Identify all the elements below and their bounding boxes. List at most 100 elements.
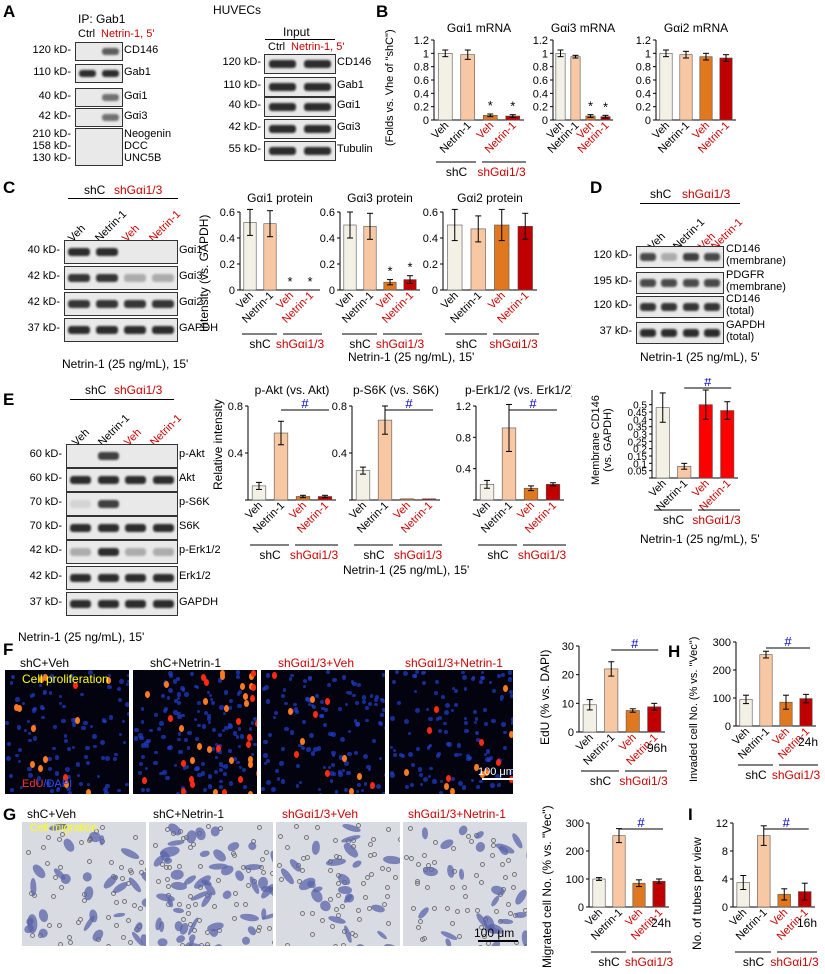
chart-title: Gαi3 mRNA xyxy=(551,21,615,35)
edu-nucleus xyxy=(43,755,49,763)
f-title-2: shC+Netrin-1 xyxy=(150,656,222,670)
dapi-nucleus xyxy=(341,769,345,773)
dapi-nucleus xyxy=(361,695,367,700)
dapi-nucleus xyxy=(113,757,117,761)
significance-mark: * xyxy=(488,98,493,113)
significance-mark: * xyxy=(510,99,515,114)
dapi-nucleus xyxy=(154,750,158,755)
dapi-nucleus xyxy=(509,694,513,698)
edu-nucleus xyxy=(203,679,209,687)
membrane-pore xyxy=(477,944,483,946)
dapi-nucleus xyxy=(366,764,371,770)
dapi-nucleus xyxy=(471,778,475,782)
g-title-1: shC+Veh xyxy=(27,807,77,821)
blot-label: 40 kD- xyxy=(27,244,60,256)
edu-nucleus xyxy=(478,739,484,747)
blot-band xyxy=(304,103,331,111)
dapi-nucleus xyxy=(154,713,159,718)
dapi-nucleus xyxy=(392,752,397,757)
dapi-nucleus xyxy=(488,755,493,761)
blot-band xyxy=(639,253,656,261)
dapi-nucleus xyxy=(476,737,480,742)
hash-mark: # xyxy=(301,396,309,411)
dapi-nucleus xyxy=(337,769,343,775)
dapi-nucleus xyxy=(407,732,411,736)
dapi-nucleus xyxy=(241,767,247,773)
edu-nucleus xyxy=(426,727,432,735)
membrane-pore xyxy=(450,885,456,891)
migrated-cell xyxy=(474,840,487,853)
dapi-nucleus xyxy=(29,694,34,698)
blot-band xyxy=(97,451,119,461)
dapi-nucleus xyxy=(21,701,25,705)
dapi-nucleus xyxy=(295,763,301,769)
edu-nucleus xyxy=(17,704,23,712)
membrane-pore xyxy=(263,849,269,855)
membrane-pore xyxy=(138,859,144,865)
blot-band xyxy=(661,253,678,261)
dapi-nucleus xyxy=(426,708,430,712)
blot-label: 130 kD- xyxy=(32,152,71,164)
edu-nucleus xyxy=(86,789,92,794)
edu-nucleus xyxy=(181,787,187,794)
membrane-pore xyxy=(304,834,310,840)
membrane-pore xyxy=(285,845,291,851)
edu-nucleus xyxy=(168,715,174,723)
dapi-nucleus xyxy=(139,761,144,766)
y-tick-label: 0.3 xyxy=(633,430,647,441)
panel-b-ylabel: (Folds vs. Vhe of "shC") xyxy=(384,29,396,146)
dapi-nucleus xyxy=(318,793,323,794)
panel-letter-g: G xyxy=(3,805,17,824)
migrated-cell xyxy=(350,859,363,870)
membrane-pore xyxy=(357,916,363,922)
blot-label: p-Erk1/2 xyxy=(179,544,221,556)
dapi-nucleus xyxy=(451,709,455,713)
dapi-nucleus xyxy=(365,719,369,723)
edu-nucleus xyxy=(62,774,68,782)
chart-title: p-S6K (vs. S6K) xyxy=(353,383,439,397)
group-label-sh: shGαi1/3 xyxy=(290,548,339,562)
dapi-nucleus xyxy=(479,676,485,681)
migrated-cell xyxy=(515,911,527,919)
dapi-nucleus xyxy=(228,781,234,786)
dapi-nucleus xyxy=(432,779,437,784)
dapi-nucleus xyxy=(389,770,395,775)
membrane-pore xyxy=(310,932,315,938)
membrane-pore xyxy=(198,864,204,870)
dapi-nucleus xyxy=(28,738,32,743)
dapi-nucleus xyxy=(149,728,153,732)
significance-mark: * xyxy=(307,274,312,289)
dapi-nucleus xyxy=(456,742,462,748)
group-line xyxy=(640,203,740,204)
edu-nucleus xyxy=(242,692,248,700)
input-col-ctrl: Ctrl xyxy=(268,41,286,53)
dapi-nucleus xyxy=(119,678,124,684)
dapi-nucleus xyxy=(415,708,421,714)
migrated-cell xyxy=(422,866,439,877)
dapi-nucleus xyxy=(330,762,335,767)
panel-d-chart-caption: Netrin-1 (25 ng/mL), 5' xyxy=(640,532,760,546)
dapi-nucleus xyxy=(117,687,122,692)
y-tick-label: 0.8 xyxy=(332,401,347,413)
dapi-nucleus xyxy=(511,717,513,722)
dapi-nucleus xyxy=(272,715,277,720)
edu-nucleus xyxy=(141,777,147,785)
migrated-cell xyxy=(519,929,527,946)
membrane-pore xyxy=(234,901,240,907)
panel-d-ylabel: Membrane CD146 (vs. GAPDH) xyxy=(590,395,614,485)
edu-nucleus xyxy=(357,772,363,780)
dapi-nucleus xyxy=(121,720,125,724)
membrane-pore xyxy=(415,861,421,867)
membrane-pore xyxy=(121,899,127,905)
dapi-nucleus xyxy=(466,754,471,759)
dapi-nucleus xyxy=(190,671,195,676)
dapi-nucleus xyxy=(463,717,467,721)
dapi-nucleus xyxy=(389,773,395,778)
dapi-nucleus xyxy=(83,755,88,759)
y-tick-label: 100 xyxy=(713,693,731,705)
blot-band xyxy=(96,273,118,283)
dapi-nucleus xyxy=(507,670,513,675)
group-label-shc: shC xyxy=(590,774,612,788)
dapi-nucleus xyxy=(208,721,212,725)
dapi-nucleus xyxy=(160,693,166,699)
